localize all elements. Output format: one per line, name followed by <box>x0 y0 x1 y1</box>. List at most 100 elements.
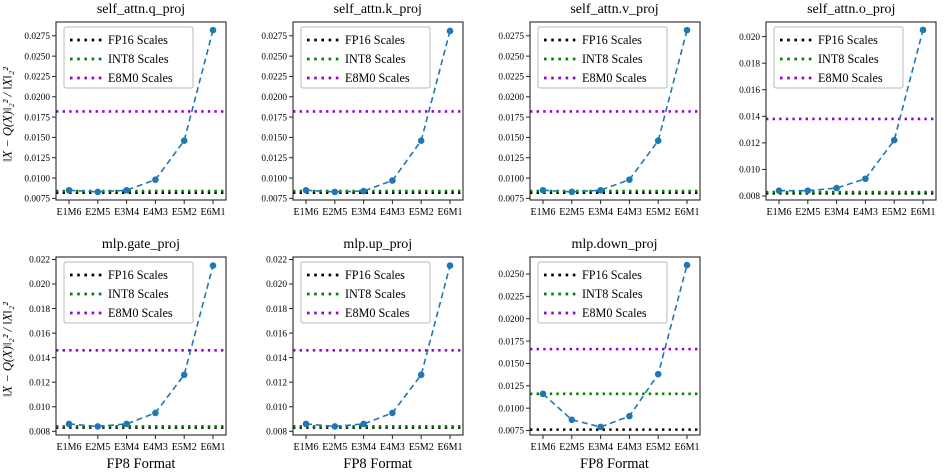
x-tick-label: E1M6 <box>293 207 318 218</box>
data-point-E3M4 <box>596 186 604 194</box>
plot-svg: 0.0075 0.0100 0.0125 0.0150 0.0175 0.0200 0.02… <box>498 256 701 453</box>
data-point-E5M2 <box>417 137 425 144</box>
data-point-E6M1 <box>919 26 927 34</box>
legend-label: FP16 Scales <box>345 268 405 282</box>
x-tick-label: E2M5 <box>85 442 110 453</box>
legend-box <box>773 26 904 89</box>
y-tick-label: 0.018 <box>739 59 760 69</box>
data-point-E1M6 <box>539 186 546 194</box>
data-point-E4M3 <box>862 175 869 183</box>
y-tick-label: 0.016 <box>266 329 287 339</box>
y-tick-label: 0.0075 <box>498 195 524 205</box>
y-tick-label: 0.0150 <box>24 134 50 144</box>
axes-frame <box>528 256 701 436</box>
y-tick-label: 0.0175 <box>498 337 524 347</box>
plot-svg: 0.008 0.010 0.012 0.014 0.016 0.018 0.020 E1M6 E… <box>739 21 937 218</box>
data-line <box>305 30 451 193</box>
data-point-E1M6 <box>65 186 73 194</box>
x-tick-label: E1M6 <box>530 207 555 218</box>
subplot-self-attn-o-proj: self_attn.o_proj 0.008 0.010 0.012 0.014 0.01… <box>710 0 947 228</box>
y-tick-label: 0.0275 <box>498 32 524 42</box>
legend-label: FP16 Scales <box>582 268 642 282</box>
x-tick-label: E3M4 <box>114 442 139 453</box>
y-tick-label: 0.014 <box>739 113 760 123</box>
y-tick-label: 0.0175 <box>261 113 287 123</box>
data-point-E1M6 <box>302 420 310 428</box>
data-line <box>541 264 688 428</box>
y-tick-label: 0.0100 <box>24 174 50 184</box>
x-tick-label: E6M1 <box>201 207 226 218</box>
y-tick-label: 0.008 <box>739 192 760 202</box>
y-tick-label: 0.018 <box>29 305 50 315</box>
data-point-E6M1 <box>683 26 690 34</box>
x-axis-label: FP8 Format <box>106 456 176 472</box>
legend-box <box>537 26 667 89</box>
legend-label: FP16 Scales <box>582 33 642 47</box>
y-tick-label: 0.0100 <box>261 174 287 184</box>
y-tick-label: 0.008 <box>29 428 50 438</box>
data-point-E2M5 <box>568 188 575 196</box>
y-tick-label: 0.0225 <box>498 73 524 83</box>
data-point-E3M4 <box>360 187 367 195</box>
x-tick-label: E3M4 <box>114 207 139 218</box>
chart-title: self_attn.o_proj <box>807 2 896 17</box>
axes-frame <box>55 256 227 436</box>
axes-frame <box>765 21 937 201</box>
y-tick-label: 0.0250 <box>261 52 287 62</box>
data-line <box>305 265 451 428</box>
x-tick-label: E3M4 <box>824 207 849 218</box>
plot-svg: 0.008 0.010 0.012 0.014 0.016 0.018 0.020 0.022… <box>266 256 464 453</box>
data-point-E2M5 <box>94 188 102 196</box>
y-tick-label: 0.0250 <box>24 52 50 62</box>
legend-label: E8M0 Scales <box>345 71 410 85</box>
y-tick-label: 0.0150 <box>498 360 524 370</box>
data-point-E5M2 <box>654 370 661 378</box>
y-tick-label: 0.0075 <box>498 427 524 437</box>
legend-label: INT8 Scales <box>818 52 879 66</box>
y-axis-label: ‖X − Q(X)‖₂² / ‖X‖₂² <box>0 67 15 162</box>
legend-label: INT8 Scales <box>345 287 406 301</box>
y-tick-label: 0.0100 <box>498 174 524 184</box>
y-tick-label: 0.022 <box>266 256 287 266</box>
y-tick-label: 0.0250 <box>498 270 524 280</box>
y-tick-label: 0.012 <box>266 378 287 388</box>
y-tick-label: 0.008 <box>266 428 287 438</box>
y-tick-label: 0.0175 <box>24 113 50 123</box>
legend-label: INT8 Scales <box>582 52 643 66</box>
legend-box <box>63 26 194 89</box>
legend-box <box>300 261 431 324</box>
y-tick-label: 0.0150 <box>261 134 287 144</box>
subplot-self-attn-q-proj: ‖X − Q(X)‖₂² / ‖X‖₂² self_attn.q_proj 0.00… <box>0 0 237 228</box>
x-tick-label: E3M4 <box>588 442 613 453</box>
x-tick-label: E6M1 <box>437 442 462 453</box>
legend-label: INT8 Scales <box>582 287 643 301</box>
data-point-E3M4 <box>123 420 130 428</box>
data-point-E4M3 <box>152 409 159 417</box>
legend-box <box>63 261 194 324</box>
y-tick-label: 0.0150 <box>498 134 524 144</box>
plot-svg: 0.0075 0.0100 0.0125 0.0150 0.0175 0.0200 0.02… <box>261 21 464 218</box>
y-tick-label: 0.020 <box>266 280 287 290</box>
x-tick-label: E6M1 <box>674 207 699 218</box>
y-tick-label: 0.016 <box>29 329 50 339</box>
y-tick-label: 0.0225 <box>24 73 50 83</box>
data-point-E3M4 <box>596 423 604 431</box>
data-point-E5M2 <box>417 371 425 379</box>
data-line <box>68 29 214 193</box>
data-point-E6M1 <box>683 261 690 269</box>
axes-frame <box>528 21 701 201</box>
legend-label: E8M0 Scales <box>108 306 173 320</box>
x-tick-label: E5M2 <box>172 207 197 218</box>
x-tick-label: E5M2 <box>172 442 197 453</box>
y-tick-label: 0.0225 <box>498 293 524 303</box>
chart-title: mlp.gate_proj <box>101 237 181 252</box>
y-tick-label: 0.0125 <box>24 154 50 164</box>
y-tick-label: 0.0200 <box>498 315 524 325</box>
y-tick-label: 0.0250 <box>498 52 524 62</box>
x-tick-label: E1M6 <box>57 207 82 218</box>
x-tick-label: E6M1 <box>201 442 226 453</box>
x-axis-label: FP8 Format <box>580 456 649 472</box>
y-tick-label: 0.0200 <box>261 93 287 103</box>
subplot-self-attn-k-proj: self_attn.k_proj 0.0075 0.0100 0.0125 0.0150… <box>237 0 474 228</box>
